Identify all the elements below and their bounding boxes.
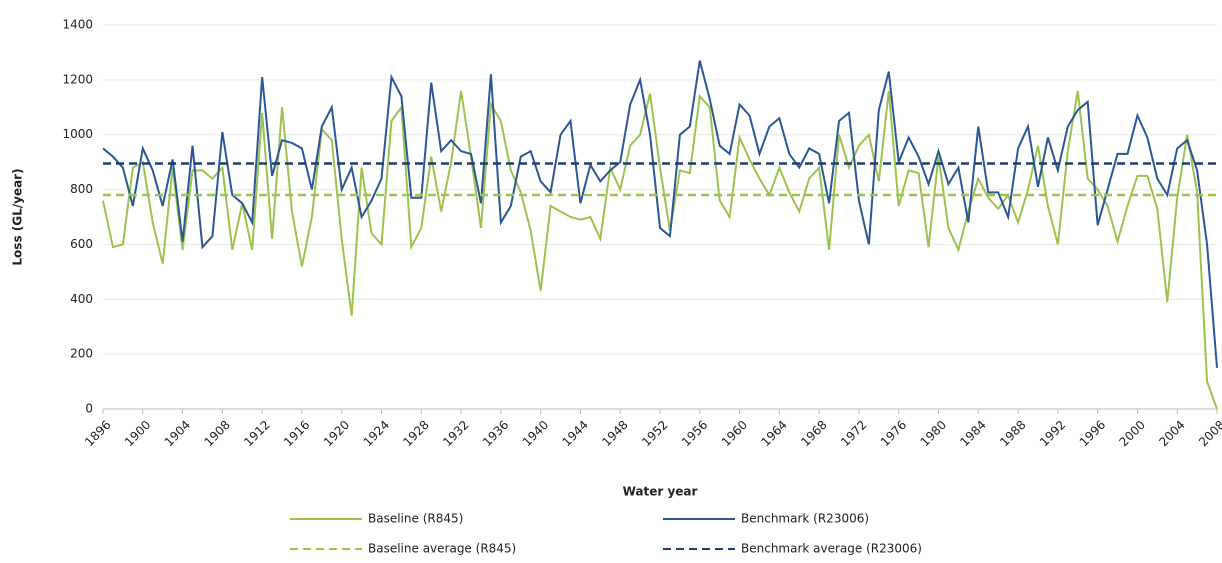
x-tick-label: 1912 xyxy=(241,418,272,449)
x-tick-label: 1992 xyxy=(1037,418,1068,449)
x-axis-title: Water year xyxy=(623,485,698,499)
legend-label: Baseline average (R845) xyxy=(368,542,516,556)
x-tick-label: 1976 xyxy=(878,418,909,449)
x-tick-label: 1968 xyxy=(798,418,829,449)
y-tick-label: 400 xyxy=(70,292,93,306)
series-line xyxy=(102,60,1218,368)
y-tick-label: 200 xyxy=(70,347,93,361)
x-tick-label: 1924 xyxy=(361,418,392,449)
x-tick-label: 1956 xyxy=(679,418,710,449)
x-tick-label: 1952 xyxy=(639,418,670,449)
legend-label: Benchmark (R23006) xyxy=(741,512,869,526)
x-tick-label: 1920 xyxy=(321,418,352,449)
y-tick-label: 0 xyxy=(85,402,93,416)
legend-label: Baseline (R845) xyxy=(368,512,463,526)
y-tick-label: 600 xyxy=(70,237,93,251)
x-tick-label: 1980 xyxy=(918,418,949,449)
x-tick-label: 1908 xyxy=(201,418,232,449)
y-tick-label: 1400 xyxy=(62,18,93,32)
x-tick-label: 1936 xyxy=(480,418,511,449)
x-tick-label: 2000 xyxy=(1117,418,1148,449)
x-tick-label: 1948 xyxy=(599,418,630,449)
x-tick-label: 1944 xyxy=(560,418,591,449)
x-tick-label: 1900 xyxy=(122,418,153,449)
x-tick-label: 1928 xyxy=(400,418,431,449)
x-tick-label: 2008 xyxy=(1196,418,1222,449)
y-tick-label: 1000 xyxy=(62,127,93,141)
x-tick-label: 1932 xyxy=(440,418,471,449)
x-tick-label: 1960 xyxy=(719,418,750,449)
legend-label: Benchmark average (R23006) xyxy=(741,542,922,556)
x-tick-label: 1896 xyxy=(82,418,113,449)
x-tick-label: 1988 xyxy=(997,418,1028,449)
series-line xyxy=(102,90,1218,410)
x-tick-label: 1972 xyxy=(838,418,869,449)
x-tick-label: 1984 xyxy=(957,418,988,449)
y-tick-label: 800 xyxy=(70,182,93,196)
x-tick-label: 1996 xyxy=(1077,418,1108,449)
y-axis-title: Loss (GL/year) xyxy=(11,168,25,265)
x-tick-label: 1916 xyxy=(281,418,312,449)
x-tick-label: 1940 xyxy=(520,418,551,449)
x-tick-label: 1964 xyxy=(758,418,789,449)
x-tick-label: 1904 xyxy=(162,418,193,449)
y-tick-label: 1200 xyxy=(62,72,93,86)
x-tick-label: 2004 xyxy=(1156,418,1187,449)
